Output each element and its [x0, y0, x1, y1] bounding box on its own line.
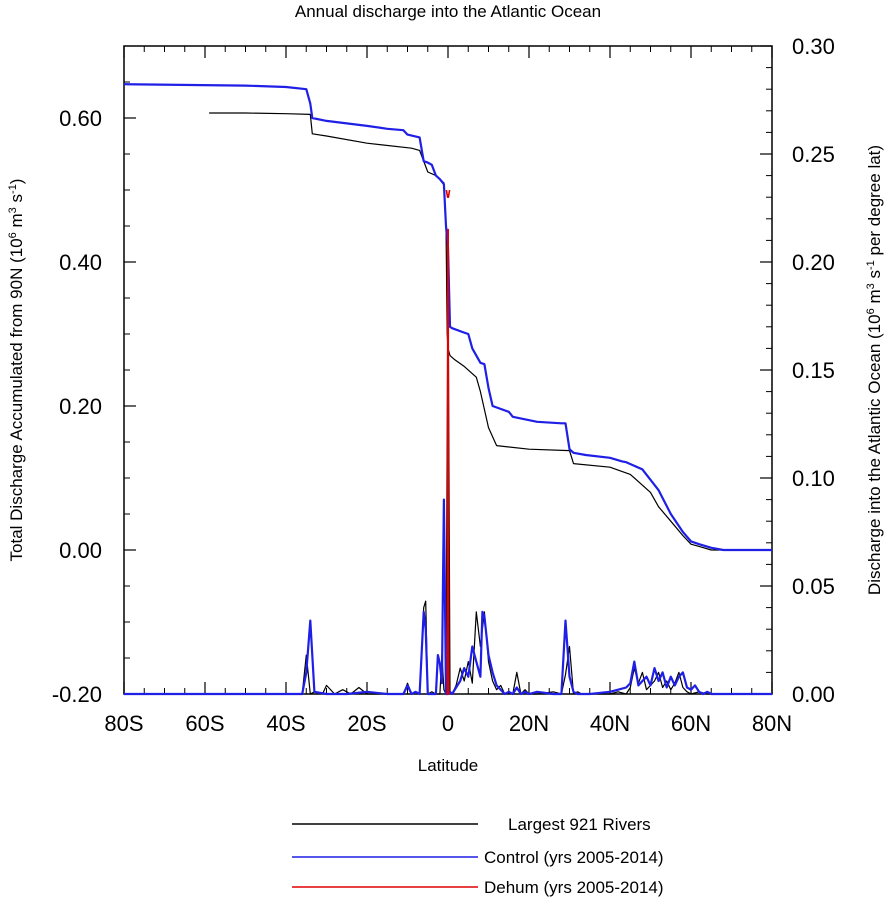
- series-line-per-degree-1: [124, 498, 772, 696]
- x-tick-label: 40N: [590, 711, 630, 736]
- y-axis-left-label: Total Discharge Accumulated from 90N (10…: [7, 179, 26, 562]
- x-tick-label: 20S: [347, 711, 386, 736]
- series-line-accumulated-1: [123, 83, 772, 552]
- series-layer: [123, 83, 772, 696]
- y-left-tick-label: 0.40: [59, 250, 102, 275]
- series-line-accumulated-2: [445, 189, 451, 198]
- y-right-tick-label: 0.25: [792, 142, 835, 167]
- y-left-tick-label: 0.20: [59, 394, 102, 419]
- x-tick-label: 0: [442, 711, 454, 736]
- x-tick-label: 20N: [509, 711, 549, 736]
- series-line-per-degree-2: [446, 228, 450, 695]
- x-tick-label: 40S: [266, 711, 305, 736]
- legend-label: Dehum (yrs 2005-2014): [484, 878, 664, 897]
- y-right-tick-label: 0.10: [792, 466, 835, 491]
- x-tick-label: 60S: [185, 711, 224, 736]
- legend-label: Control (yrs 2005-2014): [484, 848, 664, 867]
- y-left-tick-label: 0.60: [59, 106, 102, 131]
- y-right-tick-label: 0.05: [792, 574, 835, 599]
- y-axis-right-label: Discharge into the Atlantic Ocean (106 m…: [865, 145, 884, 595]
- x-tick-label: 60N: [671, 711, 711, 736]
- y-right-tick-label: 0.20: [792, 250, 835, 275]
- legend-label: Largest 921 Rivers: [508, 815, 651, 834]
- y-right-tick-label: 0.30: [792, 34, 835, 59]
- y-right-tick-label: 0.00: [792, 682, 835, 707]
- chart-title: Annual discharge into the Atlantic Ocean: [295, 2, 601, 21]
- series-line-accumulated-0: [209, 112, 772, 551]
- y-right-tick-label: 0.15: [792, 358, 835, 383]
- x-axis: 80S 60S 40S 20S 0 20N 40N 60N 80N: [104, 46, 792, 736]
- x-axis-label: Latitude: [418, 756, 479, 775]
- x-tick-label: 80S: [104, 711, 143, 736]
- legend: Largest 921 Rivers Control (yrs 2005-2014…: [292, 815, 664, 897]
- x-tick-label: 80N: [752, 711, 792, 736]
- y-left-tick-label: 0.00: [59, 538, 102, 563]
- y-axis-left: -0.20 0.00 0.20 0.40 0.60: [52, 45, 136, 707]
- y-axis-right: 0.00 0.05 0.10 0.15 0.20 0.25 0.30: [760, 34, 835, 707]
- y-left-tick-label: -0.20: [52, 682, 102, 707]
